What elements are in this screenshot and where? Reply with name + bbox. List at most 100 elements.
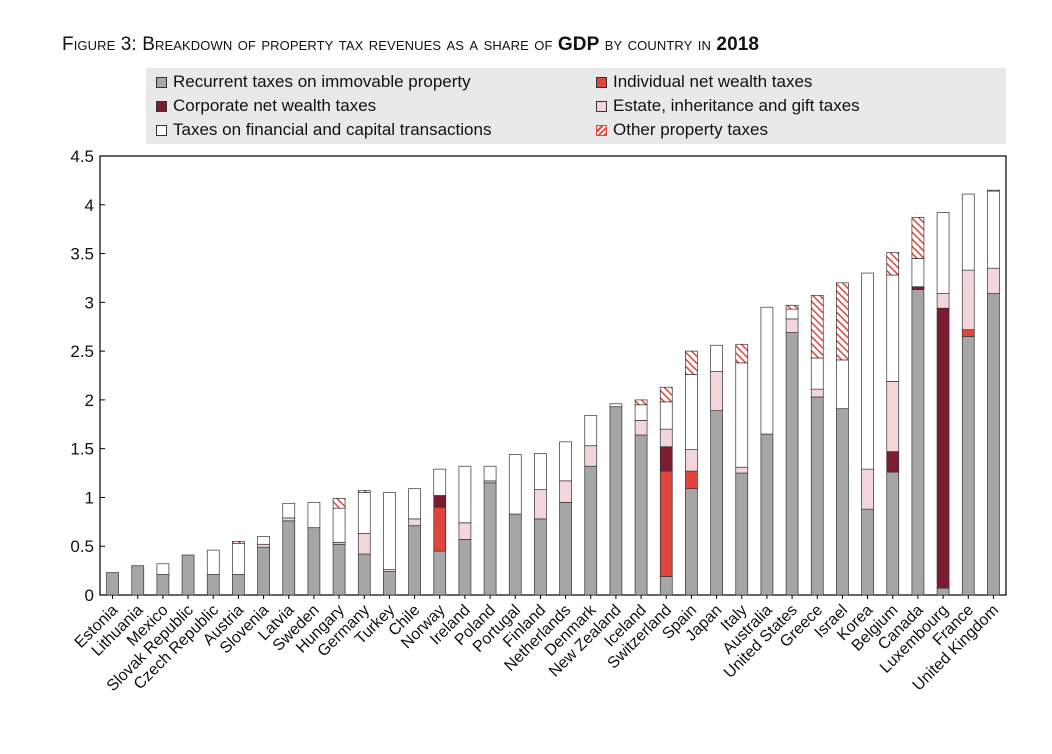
bar-segment-chile-s4	[408, 488, 421, 520]
legend-item: Other property taxes	[596, 120, 768, 140]
figure-title-part: Breakdown of property tax revenues as a …	[142, 34, 553, 55]
bar-segment-hungary-s0	[332, 543, 346, 596]
bar-segment-germany-s5	[357, 490, 371, 493]
legend-swatch	[156, 124, 167, 136]
bar-segment-france-s0	[961, 336, 975, 596]
legend-swatch	[596, 100, 607, 112]
legend-swatch	[596, 124, 607, 136]
bar-segment-united-kingdom-s5	[987, 189, 1000, 192]
bar-segment-france-s4	[961, 193, 975, 271]
bar-segment-ireland-s3	[458, 522, 472, 540]
legend-item: Estate, inheritance and gift taxes	[596, 96, 860, 116]
figure-label: Figure 3:	[62, 34, 137, 55]
legend-label: Individual net wealth taxes	[613, 72, 813, 91]
bar-segment-united-states-s4	[785, 308, 799, 320]
legend-swatch	[156, 76, 167, 88]
bar-segment-germany-s3	[357, 533, 371, 555]
y-tick-label: 3.5	[70, 245, 94, 264]
bar-segment-new-zealand-s0	[609, 406, 623, 596]
bar-segment-switzerland-s1	[659, 470, 673, 577]
legend-label: Other property taxes	[613, 120, 768, 139]
bar-segment-belgium-s4	[886, 274, 900, 382]
bar-segment-norway-s2	[433, 495, 447, 508]
bar-segment-france-s3	[961, 269, 975, 330]
bar-segment-israel-s0	[836, 408, 849, 596]
bar-segment-hungary-s5	[332, 498, 346, 509]
bar-segment-iceland-s5	[634, 399, 648, 406]
y-tick-label: 1.5	[70, 440, 94, 459]
bar-segment-slovenia-s0	[257, 546, 270, 596]
bar-segment-chile-s3	[408, 518, 421, 527]
bar-segment-israel-s5	[836, 282, 849, 361]
bar-segment-austria-s4	[232, 542, 245, 575]
bar-segment-france-s1	[961, 329, 975, 337]
bar-segment-finland-s4	[534, 453, 547, 490]
bar-segment-greece-s4	[810, 357, 824, 390]
bar-segment-iceland-s0	[634, 434, 648, 596]
legend-swatch	[596, 76, 607, 88]
bar-segment-chile-s0	[408, 525, 421, 596]
bar-segment-norway-s1	[433, 506, 447, 552]
bar-segment-denmark-s3	[584, 445, 598, 467]
bar-segment-greece-s3	[810, 388, 824, 398]
legend-item: Individual net wealth taxes	[596, 72, 812, 92]
bar-segment-germany-s4	[357, 492, 371, 534]
bar-segment-hungary-s4	[332, 507, 346, 543]
bar-segment-israel-s4	[836, 359, 849, 410]
bar-segment-new-zealand-s4	[609, 403, 623, 408]
bar-segment-netherlands-s3	[559, 480, 572, 503]
bar-segment-sweden-s0	[307, 527, 321, 596]
chart-legend: Recurrent taxes on immovable property In…	[146, 68, 1006, 144]
bar-segment-switzerland-s4	[659, 401, 673, 430]
bar-segment-netherlands-s0	[559, 501, 572, 596]
y-tick-label: 0.5	[70, 537, 94, 556]
bar-segment-slovenia-s4	[257, 536, 270, 545]
bar-segment-portugal-s0	[508, 513, 522, 596]
bar-segment-japan-s4	[710, 344, 723, 372]
bar-segment-ireland-s4	[458, 465, 472, 524]
bar-segment-austria-s5	[232, 540, 245, 544]
bar-segment-korea-s0	[861, 508, 874, 596]
bar-segment-belgium-s5	[886, 252, 900, 276]
plot-border	[99, 155, 1007, 596]
bar-segment-canada-s5	[911, 217, 925, 259]
y-tick-label: 3	[85, 293, 94, 312]
bar-segment-ireland-s0	[458, 539, 472, 596]
y-tick-label: 0	[85, 586, 94, 605]
bar-segment-sweden-s4	[307, 501, 321, 529]
bar-segment-luxembourg-s4	[936, 212, 950, 294]
bar-segment-italy-s3	[735, 466, 749, 474]
bar-segment-canada-s4	[911, 258, 925, 288]
bar-segment-switzerland-s3	[659, 428, 673, 448]
bar-segment-luxembourg-s3	[936, 293, 950, 309]
bar-segment-italy-s0	[735, 472, 749, 596]
bar-segment-korea-s4	[861, 272, 874, 470]
bar-segment-spain-s3	[685, 449, 698, 472]
bar-segment-united-states-s5	[785, 304, 799, 310]
bar-segment-spain-s5	[685, 350, 698, 375]
bar-segment-greece-s5	[810, 295, 824, 359]
bar-segment-norway-s4	[433, 468, 447, 496]
bar-segment-switzerland-s5	[659, 386, 673, 403]
bar-segment-switzerland-s2	[659, 446, 673, 472]
bar-segment-estonia-s0	[106, 572, 119, 596]
legend-label: Corporate net wealth taxes	[173, 96, 377, 115]
bar-segment-korea-s3	[861, 468, 874, 510]
bar-segment-luxembourg-s2	[936, 307, 950, 589]
bar-segment-spain-s1	[685, 470, 698, 490]
bar-segment-slovak-republic-s0	[181, 554, 195, 596]
bar-segment-japan-s0	[710, 410, 723, 596]
bar-segment-latvia-s0	[282, 520, 296, 596]
bar-segment-united-kingdom-s0	[987, 293, 1000, 596]
bar-segment-belgium-s3	[886, 381, 900, 452]
bar-segment-spain-s4	[685, 374, 698, 450]
bar-segment-finland-s3	[534, 489, 547, 520]
bar-segment-switzerland-s0	[659, 576, 673, 596]
y-tick-label: 2	[85, 391, 94, 410]
bar-segment-latvia-s4	[282, 502, 296, 519]
bar-segment-belgium-s2	[886, 451, 900, 473]
bar-segment-united-kingdom-s3	[987, 267, 1000, 294]
bar-segment-slovenia-s3	[257, 543, 270, 548]
bar-segment-italy-s5	[735, 343, 749, 364]
